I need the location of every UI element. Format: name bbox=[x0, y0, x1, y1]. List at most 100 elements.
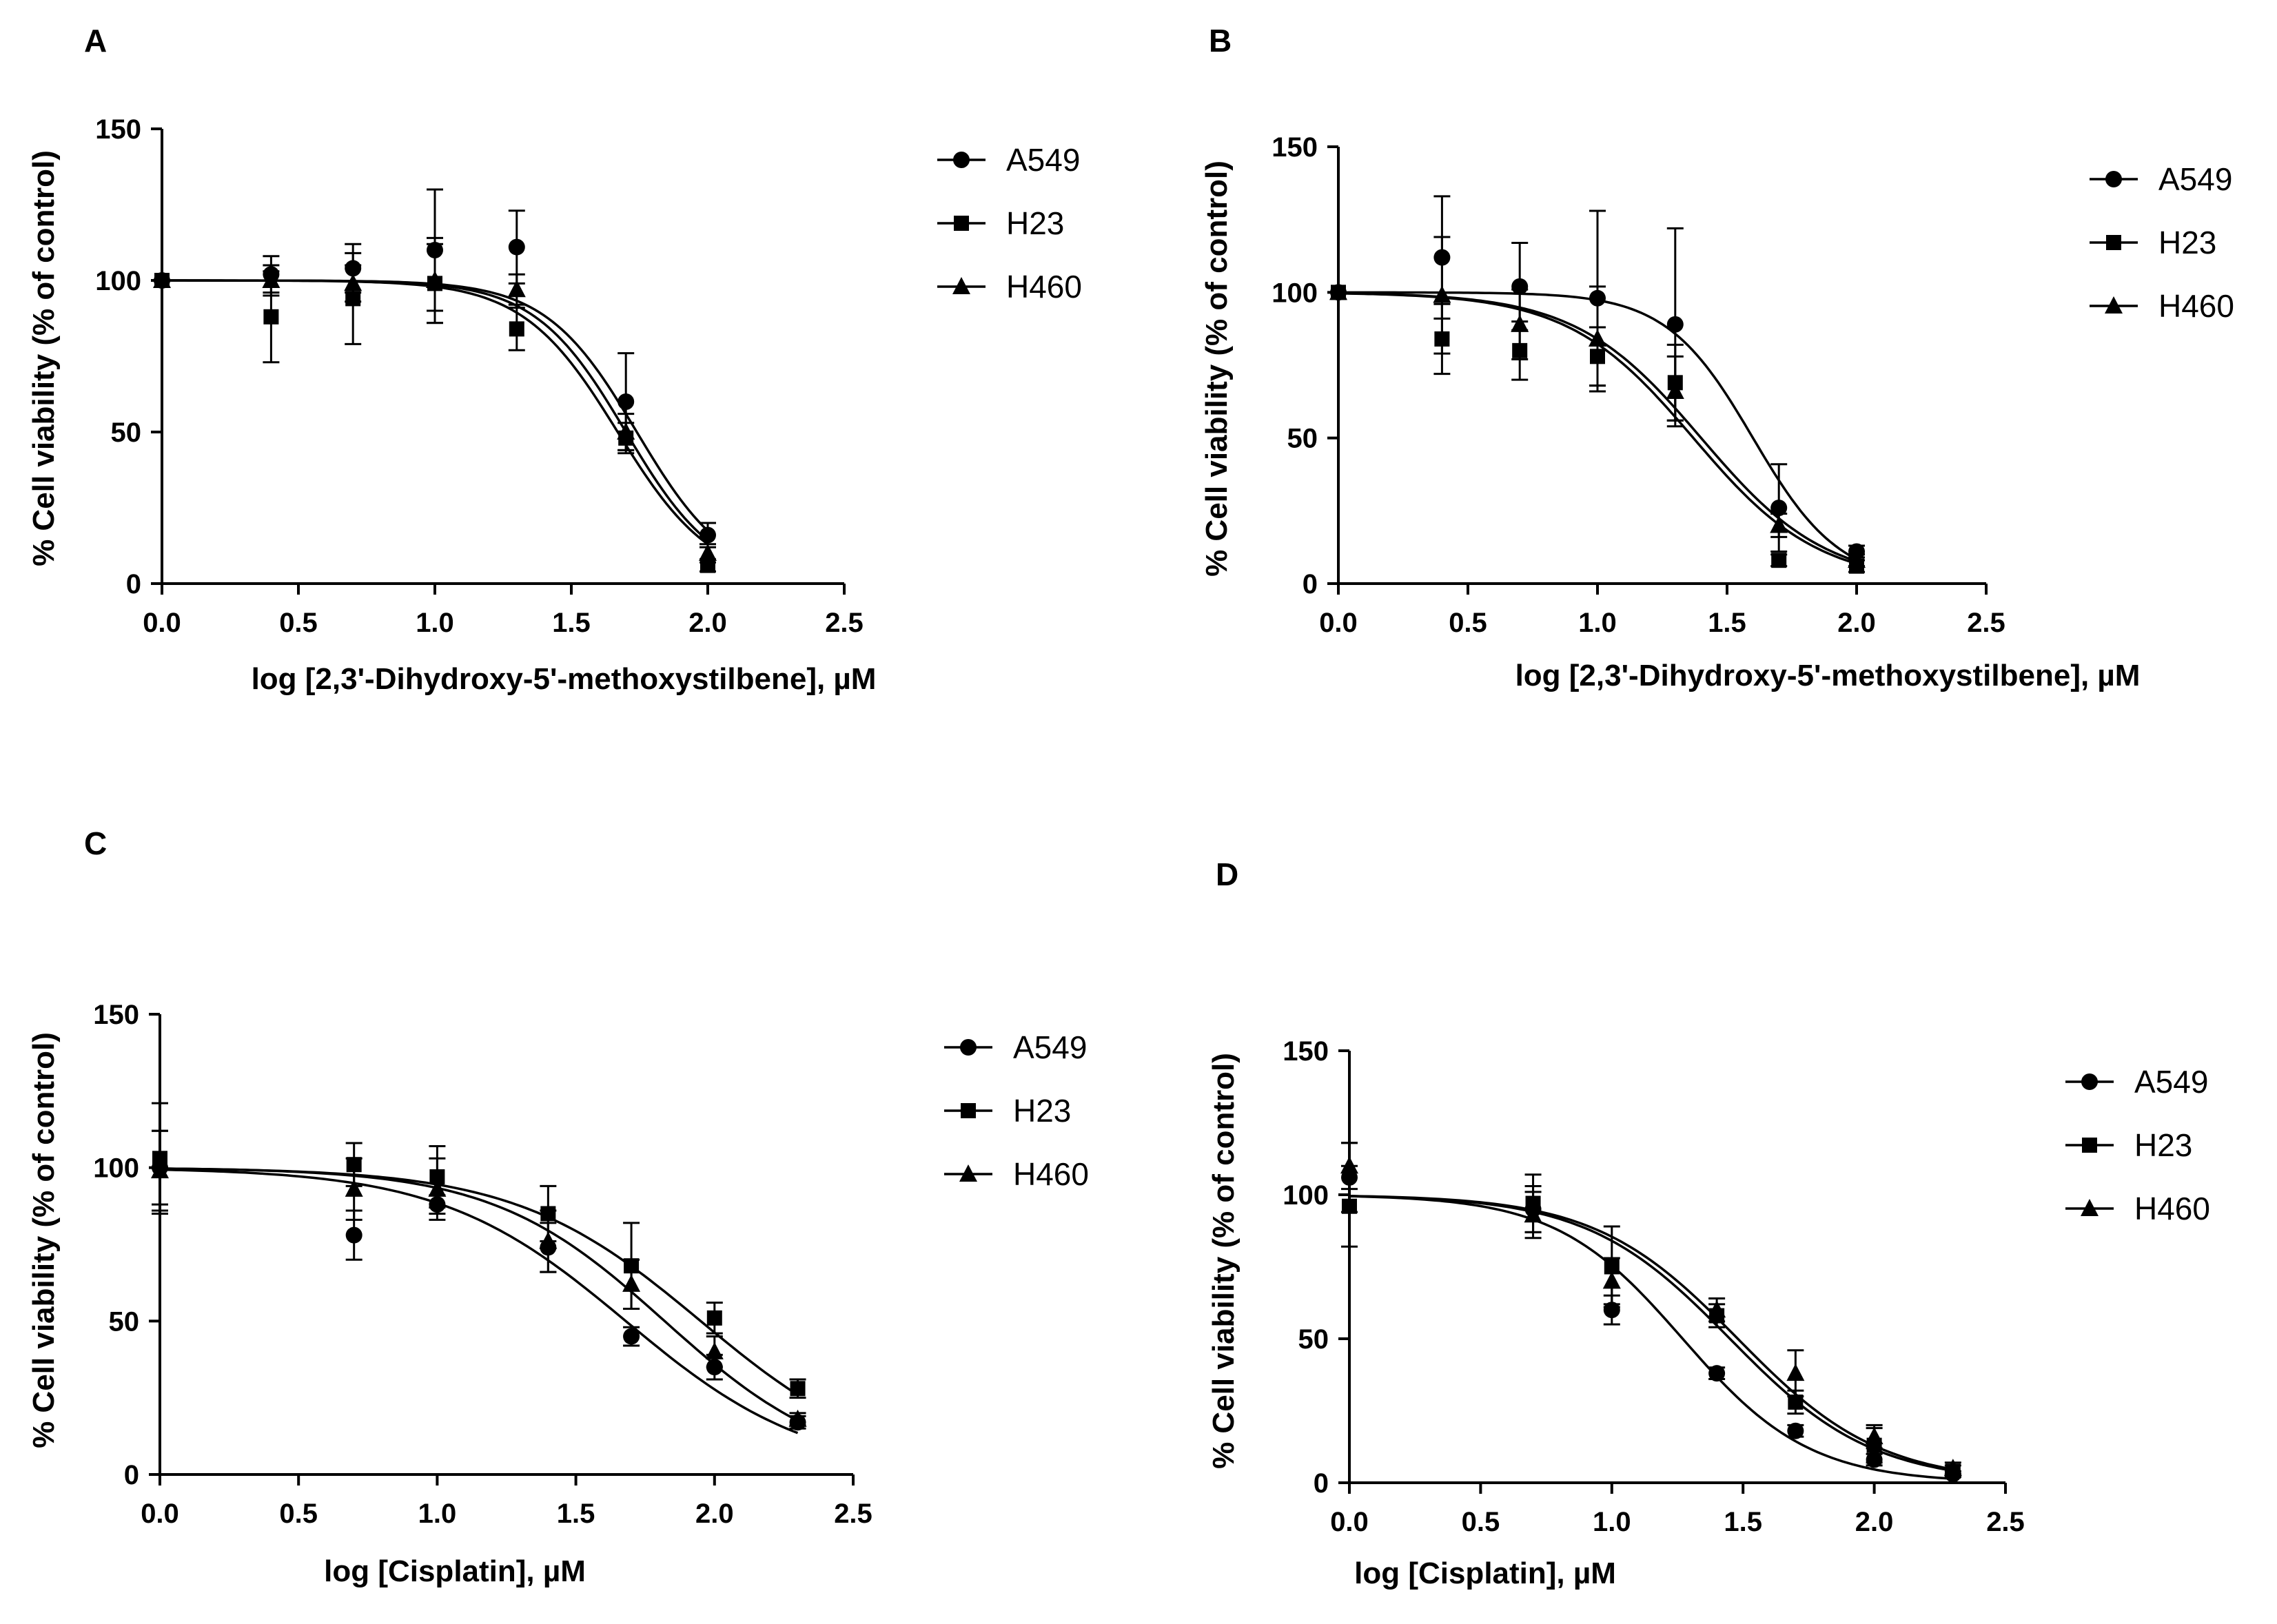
data-point-a549 bbox=[1666, 316, 1684, 333]
data-point-h460 bbox=[507, 280, 526, 298]
data-point-a549 bbox=[1708, 1365, 1726, 1382]
x-tick-label-c: 0.5 bbox=[279, 1499, 318, 1529]
x-tick-label-d: 2.0 bbox=[1855, 1507, 1894, 1537]
x-tick-label-c: 0.0 bbox=[141, 1499, 179, 1529]
legend-marker bbox=[954, 216, 969, 231]
data-point-a549 bbox=[1511, 278, 1529, 295]
y-tick-label-a: 150 bbox=[95, 114, 141, 145]
y-tick-label-c: 100 bbox=[93, 1153, 139, 1184]
chart-d-svg: D log [Cisplatin], µM % Cell viability (… bbox=[1207, 856, 2210, 1590]
legend-d: A549 H23 H460 bbox=[2065, 1064, 2210, 1226]
data-point-h23 bbox=[1771, 553, 1787, 568]
legend-label-h23: H23 bbox=[2158, 225, 2216, 260]
data-point-a549 bbox=[617, 393, 635, 410]
data-point-h460 bbox=[1589, 329, 1606, 347]
x-tick-label-d: 1.5 bbox=[1724, 1507, 1762, 1537]
data-point-h460 bbox=[1943, 1459, 1962, 1477]
series-h460-b bbox=[1329, 236, 1866, 568]
x-tick-label-a: 0.0 bbox=[143, 608, 181, 638]
x-tick-label-b: 1.5 bbox=[1708, 608, 1746, 638]
y-tick-label-d: 50 bbox=[1298, 1324, 1329, 1355]
x-axis-title-c: log [Cisplatin], µM bbox=[324, 1554, 586, 1588]
panel-a: A log [2,3'-Dihydroxy-5'-methoxystilbene… bbox=[0, 0, 1138, 806]
series-h23-c bbox=[152, 1102, 806, 1399]
data-point-h460 bbox=[1848, 551, 1866, 568]
curve-h460-d bbox=[1349, 1195, 1954, 1471]
y-tick-label-c: 150 bbox=[93, 1000, 139, 1030]
data-point-h23 bbox=[706, 1310, 722, 1326]
legend-c: A549 H23 H460 bbox=[944, 1029, 1089, 1192]
legend-label-h460: H460 bbox=[1013, 1156, 1089, 1192]
data-point-h460 bbox=[1708, 1300, 1726, 1318]
y-tick-label-b: 0 bbox=[1303, 569, 1318, 599]
data-point-h460 bbox=[1524, 1205, 1542, 1223]
y-tick-label-a: 100 bbox=[95, 266, 141, 296]
data-point-h460 bbox=[1340, 1156, 1358, 1174]
y-axis-title-a: % Cell viability (% of control) bbox=[27, 150, 61, 566]
legend-marker bbox=[961, 1103, 976, 1118]
data-point-h23 bbox=[1342, 1198, 1357, 1214]
data-point-h460 bbox=[617, 422, 635, 440]
x-tick-label-c: 2.0 bbox=[695, 1499, 734, 1529]
x-tick-label-c: 2.5 bbox=[834, 1499, 872, 1529]
data-point-a549 bbox=[345, 1226, 363, 1244]
x-tick-label-b: 2.0 bbox=[1837, 608, 1876, 638]
data-point-h460 bbox=[1770, 515, 1788, 533]
data-point-h460 bbox=[1433, 285, 1451, 303]
data-point-h460 bbox=[1786, 1364, 1805, 1381]
legend-label-h23: H23 bbox=[2134, 1127, 2192, 1163]
legend-label-h460: H460 bbox=[2134, 1191, 2210, 1226]
y-tick-label-a: 0 bbox=[126, 569, 141, 599]
legend-label-a549: A549 bbox=[2134, 1064, 2208, 1100]
data-point-h23 bbox=[509, 321, 524, 337]
data-point-h460 bbox=[1602, 1271, 1621, 1289]
x-tick-label-c: 1.0 bbox=[418, 1499, 457, 1529]
panel-b: B log [2,3'-Dihydroxy-5'-methoxystilbene… bbox=[1138, 0, 2277, 806]
data-point-h23 bbox=[263, 309, 279, 325]
data-point-h460 bbox=[262, 271, 280, 288]
x-tick-label-d: 1.0 bbox=[1593, 1507, 1631, 1537]
chart-c-svg: C log [Cisplatin], µM % Cell viability (… bbox=[27, 825, 1089, 1588]
legend-marker bbox=[2105, 171, 2122, 187]
data-point-h460 bbox=[705, 1342, 724, 1359]
data-point-h460 bbox=[622, 1274, 641, 1292]
legend-label-h460: H460 bbox=[2158, 288, 2234, 324]
legend-a: A549 H23 H460 bbox=[937, 142, 1082, 305]
legend-label-a549: A549 bbox=[1006, 142, 1080, 178]
series-a549-d bbox=[1341, 1142, 1961, 1483]
y-tick-label-b: 100 bbox=[1272, 278, 1318, 308]
legend-marker bbox=[952, 277, 970, 294]
curve-h23-d bbox=[1349, 1195, 1954, 1472]
y-axis-title-d: % Cell viability (% of control) bbox=[1207, 1053, 1240, 1469]
y-tick-label-d: 150 bbox=[1283, 1036, 1329, 1067]
panel-letter-c: C bbox=[84, 825, 107, 861]
data-point-h460 bbox=[153, 271, 171, 288]
y-tick-label-b: 150 bbox=[1272, 132, 1318, 163]
chart-b-svg: B log [2,3'-Dihydroxy-5'-methoxystilbene… bbox=[1200, 23, 2234, 692]
data-point-a549 bbox=[1770, 500, 1788, 517]
chart-a-svg: A log [2,3'-Dihydroxy-5'-methoxystilbene… bbox=[27, 23, 1082, 696]
panel-letter-b: B bbox=[1209, 23, 1232, 59]
legend-marker bbox=[2081, 1199, 2099, 1216]
curve-a549-d bbox=[1349, 1195, 1953, 1480]
y-axis-title-b: % Cell viability (% of control) bbox=[1200, 161, 1234, 577]
data-point-a549 bbox=[623, 1328, 640, 1345]
data-point-h460 bbox=[788, 1409, 807, 1427]
series-h460-d bbox=[1340, 1142, 1962, 1477]
legend-label-a549: A549 bbox=[1013, 1029, 1087, 1065]
legend-marker bbox=[2106, 235, 2121, 250]
legend-marker bbox=[953, 152, 970, 168]
data-point-h460 bbox=[1329, 282, 1347, 300]
x-tick-label-c: 1.5 bbox=[557, 1499, 595, 1529]
legend-b: A549 H23 H460 bbox=[2090, 161, 2234, 324]
curve-h23-c bbox=[160, 1167, 799, 1396]
x-axis-title-b: log [2,3'-Dihydroxy-5'-methoxystilbene],… bbox=[1515, 659, 2141, 692]
series-a549-c bbox=[152, 1129, 806, 1435]
x-tick-label-a: 1.0 bbox=[416, 608, 454, 638]
x-tick-label-b: 1.0 bbox=[1578, 608, 1617, 638]
panel-c: C log [Cisplatin], µM % Cell viability (… bbox=[0, 806, 1138, 1624]
legend-label-a549: A549 bbox=[2158, 161, 2232, 197]
data-point-h460 bbox=[1511, 314, 1529, 332]
y-tick-label-b: 50 bbox=[1287, 424, 1318, 454]
series-h460-c bbox=[151, 1129, 807, 1427]
